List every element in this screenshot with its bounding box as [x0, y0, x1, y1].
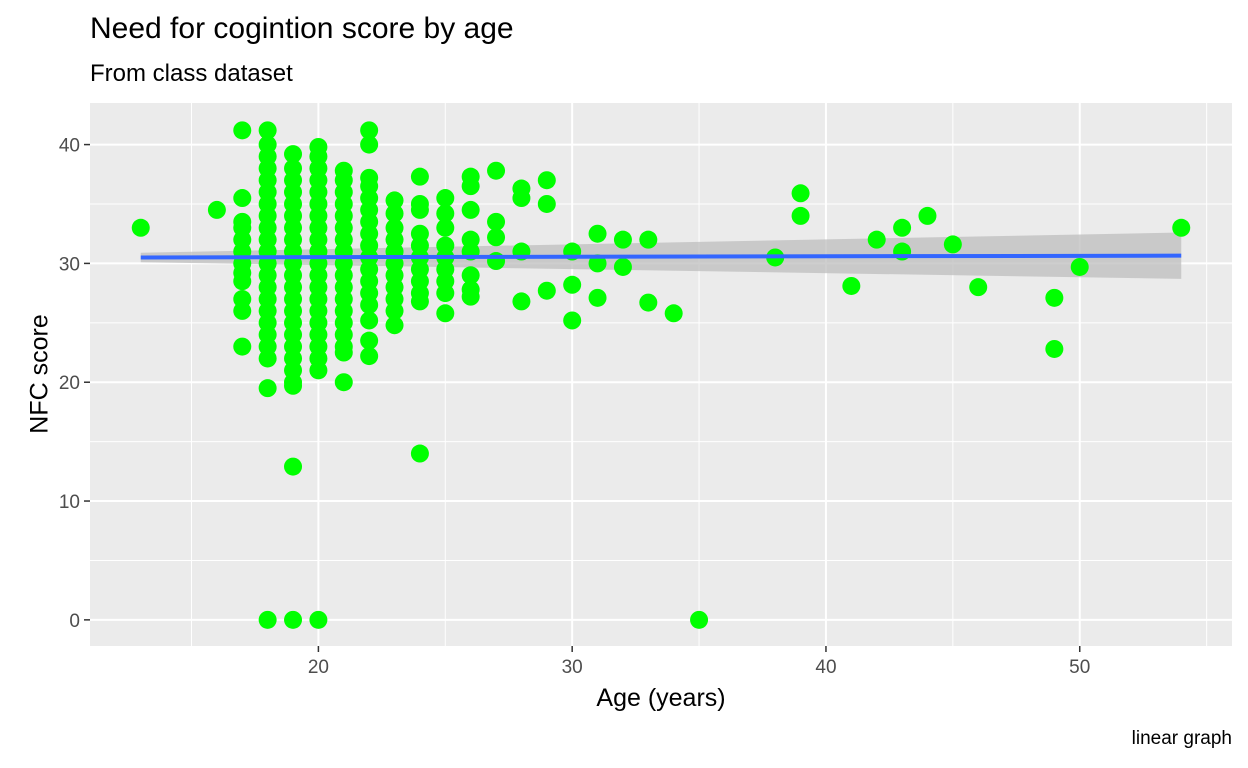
data-point [537, 194, 556, 213]
data-points [131, 121, 1191, 629]
chart-title: Need for cogintion score by age [90, 12, 514, 45]
x-axis-label: Age (years) [596, 684, 726, 712]
data-point [233, 121, 252, 140]
data-point [588, 254, 607, 273]
data-point [436, 284, 455, 303]
chart-subtitle: From class dataset [90, 60, 293, 87]
data-point [1045, 339, 1064, 358]
plot-panel [90, 103, 1232, 646]
data-point [360, 295, 379, 314]
data-point [487, 212, 506, 231]
data-point [893, 218, 912, 237]
data-point [284, 457, 303, 476]
data-point [385, 204, 404, 223]
data-point [385, 316, 404, 335]
data-point [385, 301, 404, 320]
data-point [867, 230, 886, 249]
data-point [690, 610, 709, 629]
data-point [1070, 257, 1089, 276]
x-axis-ticks: 20 30 40 50 [308, 646, 1090, 678]
data-point [410, 444, 429, 463]
data-point [360, 311, 379, 330]
data-point [309, 361, 328, 380]
data-point [791, 184, 810, 203]
data-point [233, 272, 252, 291]
y-tick-label: 30 [59, 254, 80, 275]
data-point [512, 189, 531, 208]
data-point [131, 218, 150, 237]
data-point [309, 610, 328, 629]
data-point [334, 373, 353, 392]
data-point [1172, 218, 1191, 237]
data-point [410, 200, 429, 219]
data-point [461, 200, 480, 219]
data-point [664, 304, 683, 323]
data-point [563, 275, 582, 294]
data-point [258, 121, 277, 140]
data-point [1045, 288, 1064, 307]
x-tick-label: 50 [1069, 657, 1090, 678]
data-point [436, 189, 455, 208]
data-point [969, 278, 988, 297]
x-tick-label: 30 [562, 657, 583, 678]
data-point [258, 379, 277, 398]
data-point [258, 349, 277, 368]
data-point [284, 145, 303, 164]
x-tick-label: 20 [308, 657, 329, 678]
data-point [233, 189, 252, 208]
data-point [461, 177, 480, 196]
data-point [360, 347, 379, 366]
data-point [284, 610, 303, 629]
y-axis-label: NFC score [25, 314, 54, 434]
data-point [588, 288, 607, 307]
data-point [334, 343, 353, 362]
y-tick-label: 40 [59, 136, 80, 157]
y-tick-label: 0 [69, 611, 80, 632]
data-point [613, 230, 632, 249]
data-point [918, 206, 937, 225]
data-point [563, 311, 582, 330]
data-point [537, 171, 556, 190]
regression-line [140, 253, 1182, 260]
data-point [436, 304, 455, 323]
data-point [360, 135, 379, 154]
data-point [512, 292, 531, 311]
data-point [207, 200, 226, 219]
data-point [791, 206, 810, 225]
data-point [233, 301, 252, 320]
data-point [487, 252, 506, 271]
data-point [487, 228, 506, 247]
chart-caption: linear graph [1131, 728, 1232, 749]
data-point [487, 161, 506, 180]
y-tick-label: 20 [59, 373, 80, 394]
data-point [360, 331, 379, 350]
y-tick-label: 10 [59, 492, 80, 513]
data-point [842, 276, 861, 295]
data-point [613, 257, 632, 276]
data-point [360, 121, 379, 140]
data-point [410, 167, 429, 186]
data-point [284, 376, 303, 395]
data-point [639, 230, 658, 249]
data-point [436, 204, 455, 223]
data-point [385, 191, 404, 210]
data-point [588, 224, 607, 243]
data-point [461, 287, 480, 306]
y-axis-ticks: 0 10 20 30 40 [59, 136, 90, 632]
data-point [537, 281, 556, 300]
data-point [639, 293, 658, 312]
data-point [461, 266, 480, 285]
data-point [436, 218, 455, 237]
data-point [233, 337, 252, 356]
x-tick-label: 40 [815, 657, 836, 678]
data-point [943, 235, 962, 254]
data-point [410, 292, 429, 311]
data-point [258, 610, 277, 629]
